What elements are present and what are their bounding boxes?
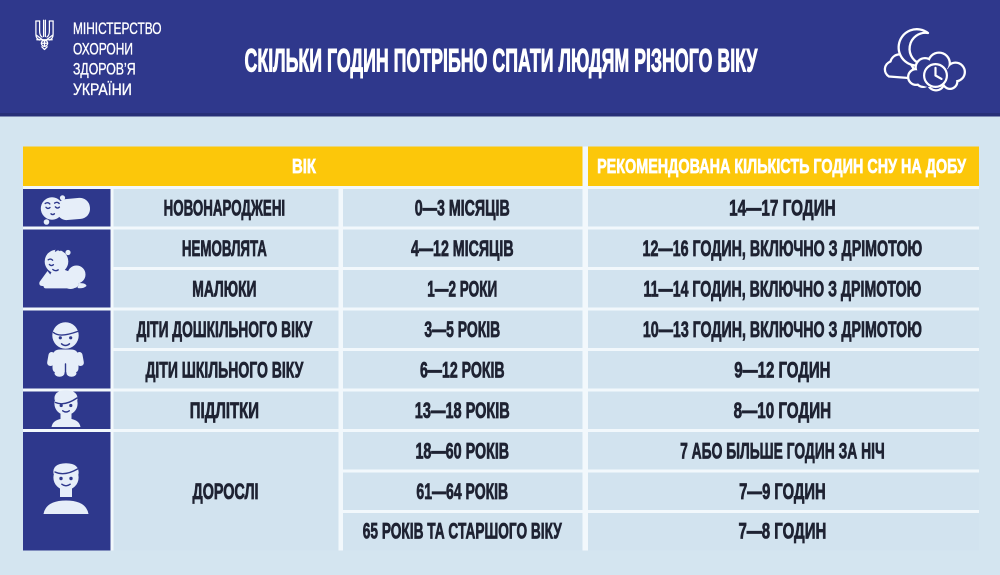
svg-text:9—12 ГОДИН: 9—12 ГОДИН	[734, 358, 830, 383]
svg-text:ДІТИ ДОШКІЛЬНОГО ВІКУ: ДІТИ ДОШКІЛЬНОГО ВІКУ	[137, 317, 313, 342]
svg-text:4—12 МІСЯЦІВ: 4—12 МІСЯЦІВ	[411, 236, 514, 261]
svg-text:18—60 РОКІВ: 18—60 РОКІВ	[415, 439, 509, 464]
svg-text:7—9 ГОДИН: 7—9 ГОДИН	[739, 479, 826, 504]
svg-text:8—10 ГОДИН: 8—10 ГОДИН	[734, 398, 832, 423]
svg-text:10—13 ГОДИН, ВКЛЮЧНО З ДРІМОТО: 10—13 ГОДИН, ВКЛЮЧНО З ДРІМОТОЮ	[643, 317, 922, 342]
svg-text:7—8 ГОДИН: 7—8 ГОДИН	[738, 518, 826, 543]
svg-text:0—3 МІСЯЦІВ: 0—3 МІСЯЦІВ	[415, 196, 510, 221]
svg-text:ДОРОСЛІ: ДОРОСЛІ	[193, 479, 259, 504]
svg-text:СКІЛЬКИ ГОДИН ПОТРІБНО СПАТИ Л: СКІЛЬКИ ГОДИН ПОТРІБНО СПАТИ ЛЮДЯМ РІЗНО…	[245, 43, 759, 79]
svg-text:ДІТИ ШКІЛЬНОГО ВІКУ: ДІТИ ШКІЛЬНОГО ВІКУ	[145, 358, 303, 383]
svg-text:13—18 РОКІВ: 13—18 РОКІВ	[415, 398, 510, 423]
svg-text:РЕКОМЕНДОВАНА КІЛЬКІСТЬ ГОДИН: РЕКОМЕНДОВАНА КІЛЬКІСТЬ ГОДИН СНУ НА ДОБ…	[597, 156, 966, 178]
svg-text:МІНІСТЕРСТВО: МІНІСТЕРСТВО	[73, 20, 162, 38]
svg-text:65 РОКІВ ТА СТАРШОГО ВІКУ: 65 РОКІВ ТА СТАРШОГО ВІКУ	[363, 518, 563, 543]
svg-text:ВІК: ВІК	[292, 156, 317, 178]
svg-text:ПІДЛІТКИ: ПІДЛІТКИ	[190, 398, 259, 423]
svg-text:61—64 РОКІВ: 61—64 РОКІВ	[416, 479, 508, 504]
svg-text:3—5 РОКІВ: 3—5 РОКІВ	[424, 317, 500, 342]
svg-text:УКРАЇНИ: УКРАЇНИ	[73, 81, 132, 99]
svg-text:7 АБО БІЛЬШЕ ГОДИН ЗА НІЧ: 7 АБО БІЛЬШЕ ГОДИН ЗА НІЧ	[680, 439, 885, 464]
svg-text:НОВОНАРОДЖЕНІ: НОВОНАРОДЖЕНІ	[164, 196, 286, 221]
svg-text:МАЛЮКИ: МАЛЮКИ	[192, 277, 256, 302]
svg-text:1—2 РОКИ: 1—2 РОКИ	[427, 277, 497, 302]
svg-text:6—12 РОКІВ: 6—12 РОКІВ	[420, 358, 505, 383]
svg-text:ЗДОРОВ’Я: ЗДОРОВ’Я	[73, 60, 136, 78]
svg-text:14—17 ГОДИН: 14—17 ГОДИН	[729, 196, 836, 221]
svg-text:ОХОРОНИ: ОХОРОНИ	[73, 41, 133, 59]
svg-text:11—14 ГОДИН, ВКЛЮЧНО З ДРІМОТО: 11—14 ГОДИН, ВКЛЮЧНО З ДРІМОТОЮ	[644, 277, 922, 302]
svg-text:НЕМОВЛЯТА: НЕМОВЛЯТА	[182, 236, 267, 261]
svg-text:12—16 ГОДИН, ВКЛЮЧНО З ДРІМОТО: 12—16 ГОДИН, ВКЛЮЧНО З ДРІМОТОЮ	[643, 236, 923, 261]
